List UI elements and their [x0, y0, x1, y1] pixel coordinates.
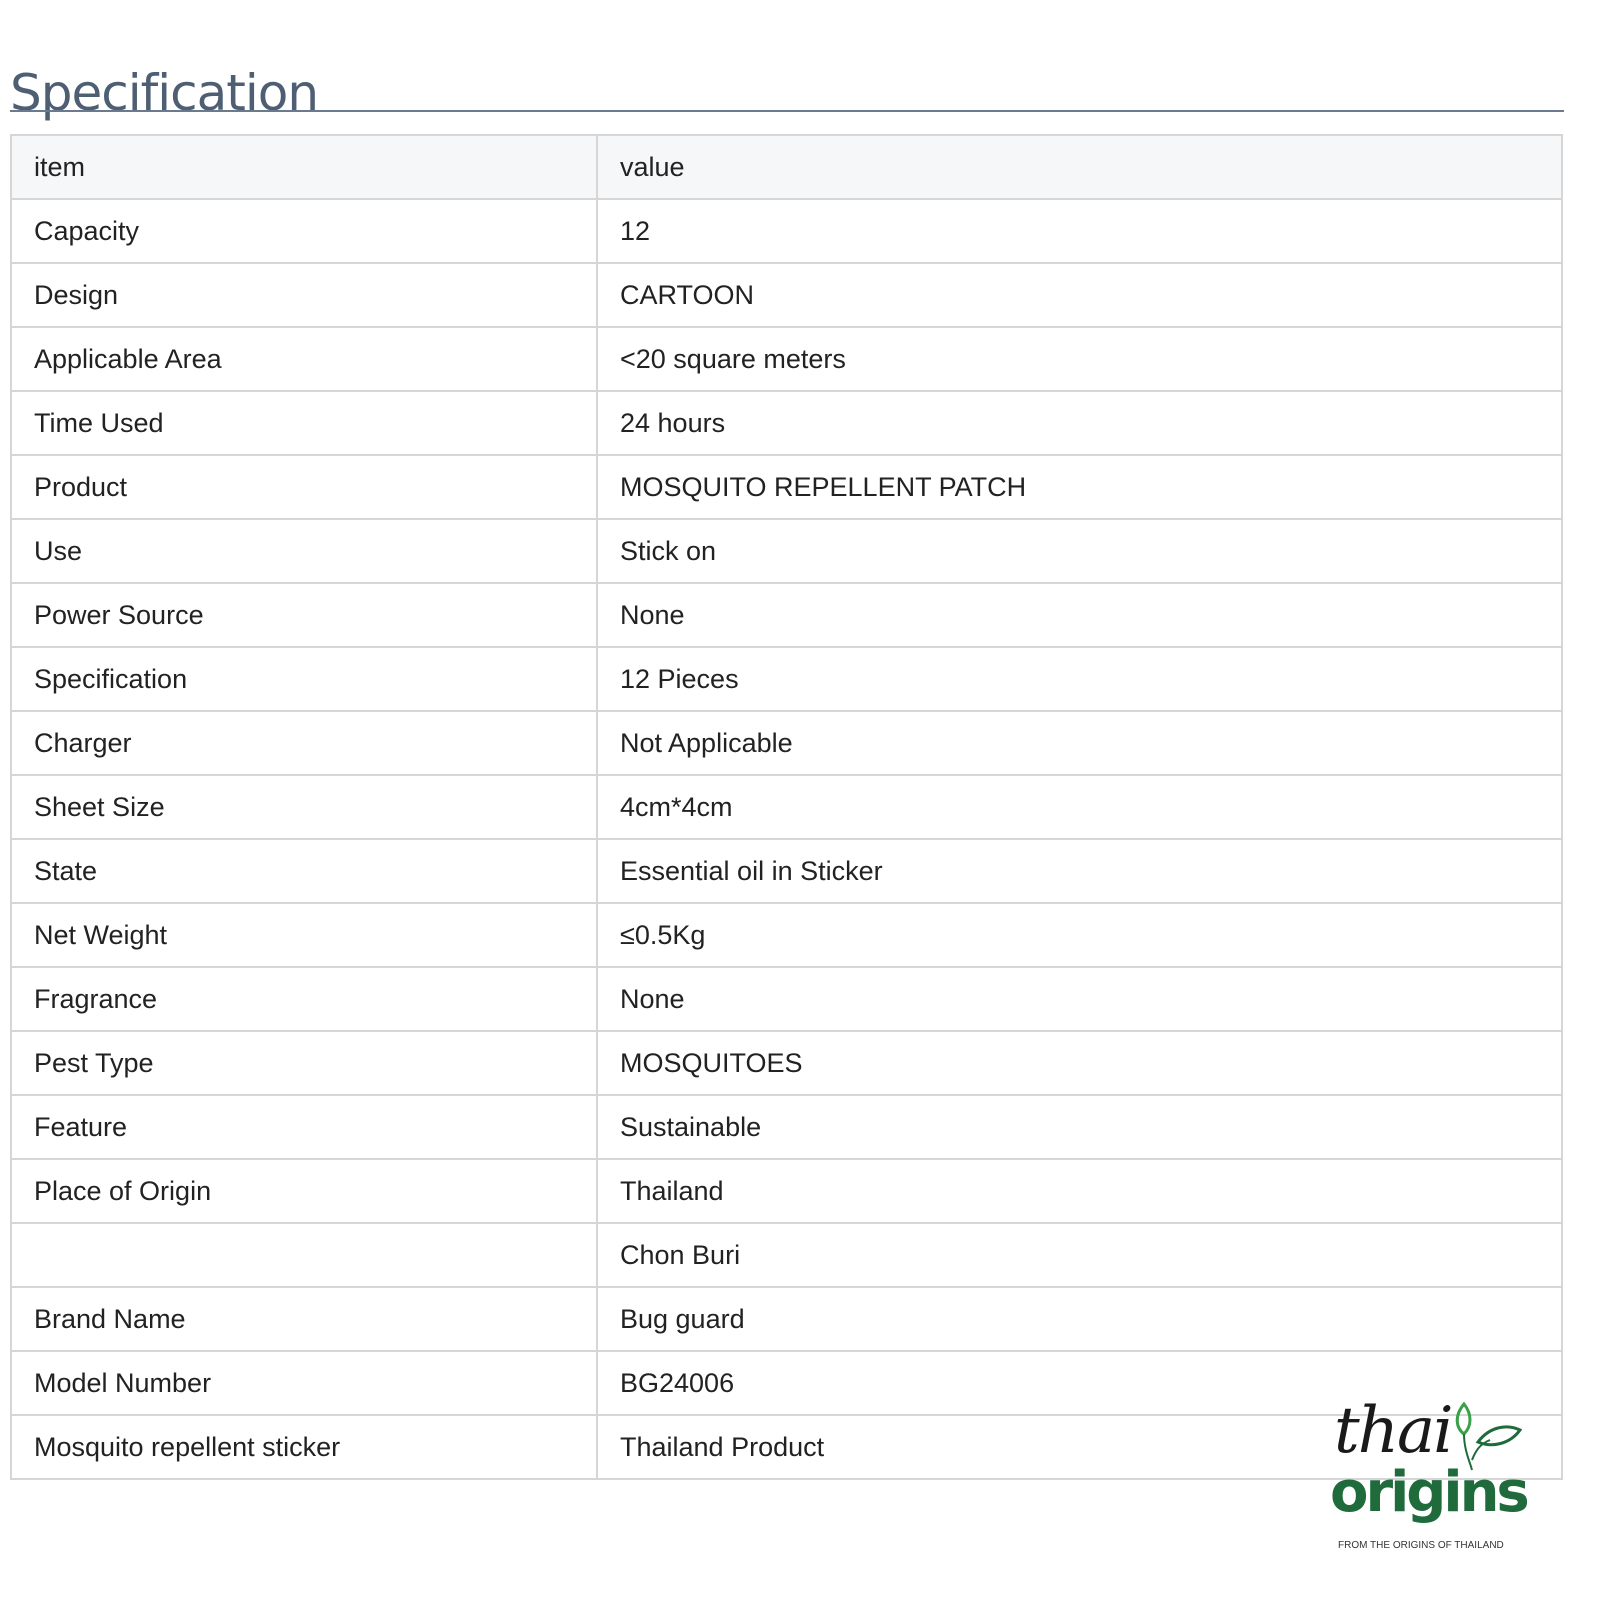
table-row: Applicable Area <20 square meters: [10, 326, 1563, 392]
cell-value: 12 Pieces: [596, 646, 1563, 712]
title-divider: [10, 110, 1564, 112]
table-row: Power Source None: [10, 582, 1563, 648]
table-row: Net Weight ≤0.5Kg: [10, 902, 1563, 968]
cell-item: Pest Type: [10, 1030, 598, 1096]
table-row: State Essential oil in Sticker: [10, 838, 1563, 904]
table-row: Product MOSQUITO REPELLENT PATCH: [10, 454, 1563, 520]
cell-item: Specification: [10, 646, 598, 712]
cell-item: Mosquito repellent sticker: [10, 1414, 598, 1480]
cell-value: BG24006: [596, 1350, 1563, 1416]
table-row: Fragrance None: [10, 966, 1563, 1032]
header-item: item: [10, 134, 598, 200]
cell-value: Stick on: [596, 518, 1563, 584]
cell-value: None: [596, 966, 1563, 1032]
header-value: value: [596, 134, 1563, 200]
cell-item: Applicable Area: [10, 326, 598, 392]
table-row: Chon Buri: [10, 1222, 1563, 1288]
table-row: Feature Sustainable: [10, 1094, 1563, 1160]
cell-item: Brand Name: [10, 1286, 598, 1352]
table-header-row: item value: [10, 134, 1563, 200]
thai-origins-logo: thai origins FROM THE ORIGINS OF THAILAN…: [1330, 1394, 1530, 1600]
cell-item: Power Source: [10, 582, 598, 648]
cell-item: Fragrance: [10, 966, 598, 1032]
cell-item: Sheet Size: [10, 774, 598, 840]
cell-item: Place of Origin: [10, 1158, 598, 1224]
cell-value: Thailand: [596, 1158, 1563, 1224]
cell-value: 4cm*4cm: [596, 774, 1563, 840]
table-row: Pest Type MOSQUITOES: [10, 1030, 1563, 1096]
table-row: Specification 12 Pieces: [10, 646, 1563, 712]
cell-value: Sustainable: [596, 1094, 1563, 1160]
cell-value: ≤0.5Kg: [596, 902, 1563, 968]
table-row: Charger Not Applicable: [10, 710, 1563, 776]
cell-value: MOSQUITO REPELLENT PATCH: [596, 454, 1563, 520]
cell-value: MOSQUITOES: [596, 1030, 1563, 1096]
table-row: Time Used 24 hours: [10, 390, 1563, 456]
logo-tagline: FROM THE ORIGINS OF THAILAND: [1338, 1540, 1504, 1551]
page-title: Specification: [10, 63, 319, 122]
logo-word-thai: thai: [1334, 1394, 1454, 1468]
cell-item: Capacity: [10, 198, 598, 264]
cell-item: Charger: [10, 710, 598, 776]
cell-value: 24 hours: [596, 390, 1563, 456]
cell-value: <20 square meters: [596, 326, 1563, 392]
cell-value: Essential oil in Sticker: [596, 838, 1563, 904]
cell-value: Not Applicable: [596, 710, 1563, 776]
table-row: Use Stick on: [10, 518, 1563, 584]
cell-item: Design: [10, 262, 598, 328]
cell-item: Net Weight: [10, 902, 598, 968]
logo-word-origins: origins: [1330, 1460, 1530, 1525]
table-row: Capacity 12: [10, 198, 1563, 264]
cell-item: State: [10, 838, 598, 904]
leaf-icon: [1455, 1401, 1523, 1471]
cell-item: Product: [10, 454, 598, 520]
table-row: Place of Origin Thailand: [10, 1158, 1563, 1224]
cell-item: Time Used: [10, 390, 598, 456]
cell-item: Feature: [10, 1094, 598, 1160]
cell-value: Chon Buri: [596, 1222, 1563, 1288]
cell-value: Bug guard: [596, 1286, 1563, 1352]
table-row: Sheet Size 4cm*4cm: [10, 774, 1563, 840]
table-row: Model Number BG24006: [10, 1350, 1563, 1416]
table-row: Mosquito repellent sticker Thailand Produ…: [10, 1414, 1563, 1480]
cell-value: Thailand Product: [596, 1414, 1563, 1480]
cell-value: CARTOON: [596, 262, 1563, 328]
table-row: Brand Name Bug guard: [10, 1286, 1563, 1352]
cell-item: Use: [10, 518, 598, 584]
cell-value: None: [596, 582, 1563, 648]
cell-value: 12: [596, 198, 1563, 264]
cell-item: Model Number: [10, 1350, 598, 1416]
table-row: Design CARTOON: [10, 262, 1563, 328]
cell-item: [10, 1222, 598, 1288]
spec-table: item value Capacity 12 Design CARTOON Applic…: [10, 134, 1563, 1480]
